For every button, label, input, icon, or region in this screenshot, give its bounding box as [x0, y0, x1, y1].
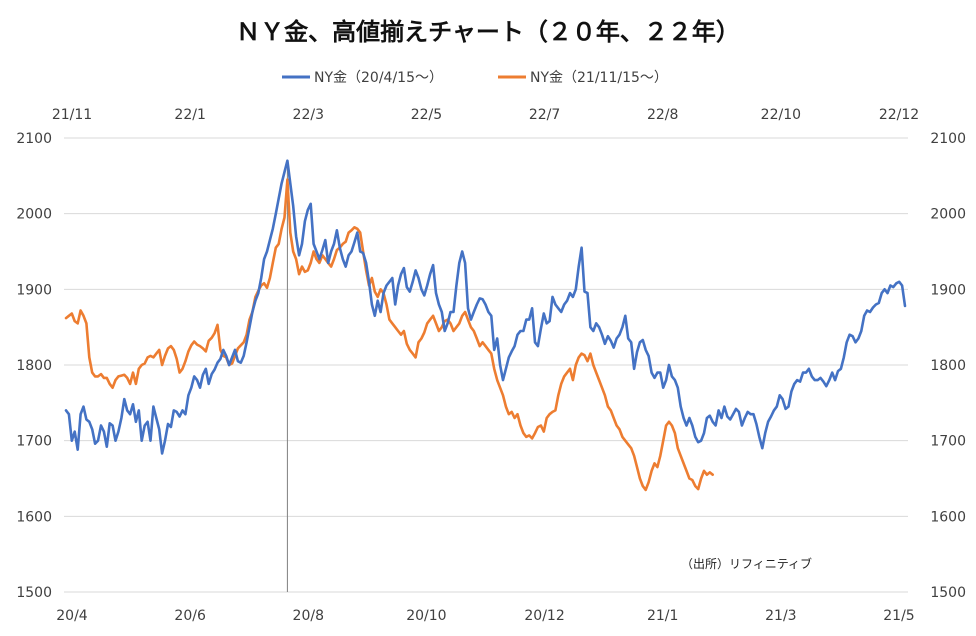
- x-top-tick-label: 22/1: [174, 107, 205, 123]
- legend-item-series-1: NY金（20/4/15～）: [282, 70, 443, 86]
- x-bottom-tick-label: 21/3: [765, 608, 796, 624]
- gridlines: [64, 137, 908, 593]
- y-axis-right: 1500 1600 1700 1800 1900 2000 2100: [930, 131, 966, 601]
- legend: NY金（20/4/15～） NY金（21/11/15～）: [282, 70, 668, 86]
- y-tick-label-right: 1600: [930, 509, 966, 525]
- x-top-tick-label: 22/10: [761, 107, 801, 123]
- x-bottom-tick-label: 20/8: [293, 608, 324, 624]
- y-tick-label-left: 1800: [16, 358, 52, 374]
- legend-item-series-2: NY金（21/11/15～）: [498, 70, 668, 86]
- x-bottom-tick-label: 20/4: [56, 608, 88, 624]
- y-tick-label-right: 1900: [930, 282, 966, 298]
- x-axis-bottom: 20/4 20/6 20/8 20/10 20/12 21/1 21/3 21/5: [56, 608, 914, 624]
- y-tick-label-left: 1600: [16, 509, 52, 525]
- y-axis-left: 1500 1600 1700 1800 1900 2000 2100: [16, 131, 52, 601]
- series-line-2: [64, 178, 715, 492]
- series-line-1: [64, 159, 907, 455]
- y-tick-label-left: 1900: [16, 282, 52, 298]
- y-tick-label-right: 1800: [930, 358, 966, 374]
- x-top-tick-label: 22/7: [529, 107, 560, 123]
- x-bottom-tick-label: 21/1: [647, 608, 678, 624]
- x-top-tick-label: 21/11: [52, 107, 92, 123]
- source-note: （出所）リフィニティブ: [681, 556, 812, 571]
- y-tick-label-right: 2000: [930, 207, 966, 223]
- y-tick-label-left: 2100: [16, 131, 52, 147]
- x-top-tick-label: 22/8: [647, 107, 678, 123]
- chart-title: ＮＹ金、高値揃えチャート（２０年、２２年）: [236, 18, 740, 46]
- y-tick-label-left: 2000: [16, 207, 52, 223]
- x-bottom-tick-label: 20/6: [174, 608, 206, 624]
- y-tick-label-left: 1700: [16, 434, 52, 450]
- x-bottom-tick-label: 20/10: [406, 608, 446, 624]
- x-bottom-tick-label: 20/12: [524, 608, 564, 624]
- legend-label-series-2: NY金（21/11/15～）: [530, 70, 668, 86]
- y-tick-label-left: 1500: [16, 585, 52, 601]
- x-bottom-tick-label: 21/5: [883, 608, 914, 624]
- y-tick-label-right: 1500: [930, 585, 966, 601]
- series-layer: [64, 159, 907, 492]
- y-tick-label-right: 1700: [930, 434, 966, 450]
- x-top-tick-label: 22/3: [293, 107, 324, 123]
- y-tick-label-right: 2100: [930, 131, 966, 147]
- x-top-tick-label: 22/5: [411, 107, 442, 123]
- x-top-tick-label: 22/12: [879, 107, 919, 123]
- legend-label-series-1: NY金（20/4/15～）: [314, 70, 443, 86]
- x-axis-top: 21/11 22/1 22/3 22/5 22/7 22/8 22/10 22/12: [52, 107, 919, 123]
